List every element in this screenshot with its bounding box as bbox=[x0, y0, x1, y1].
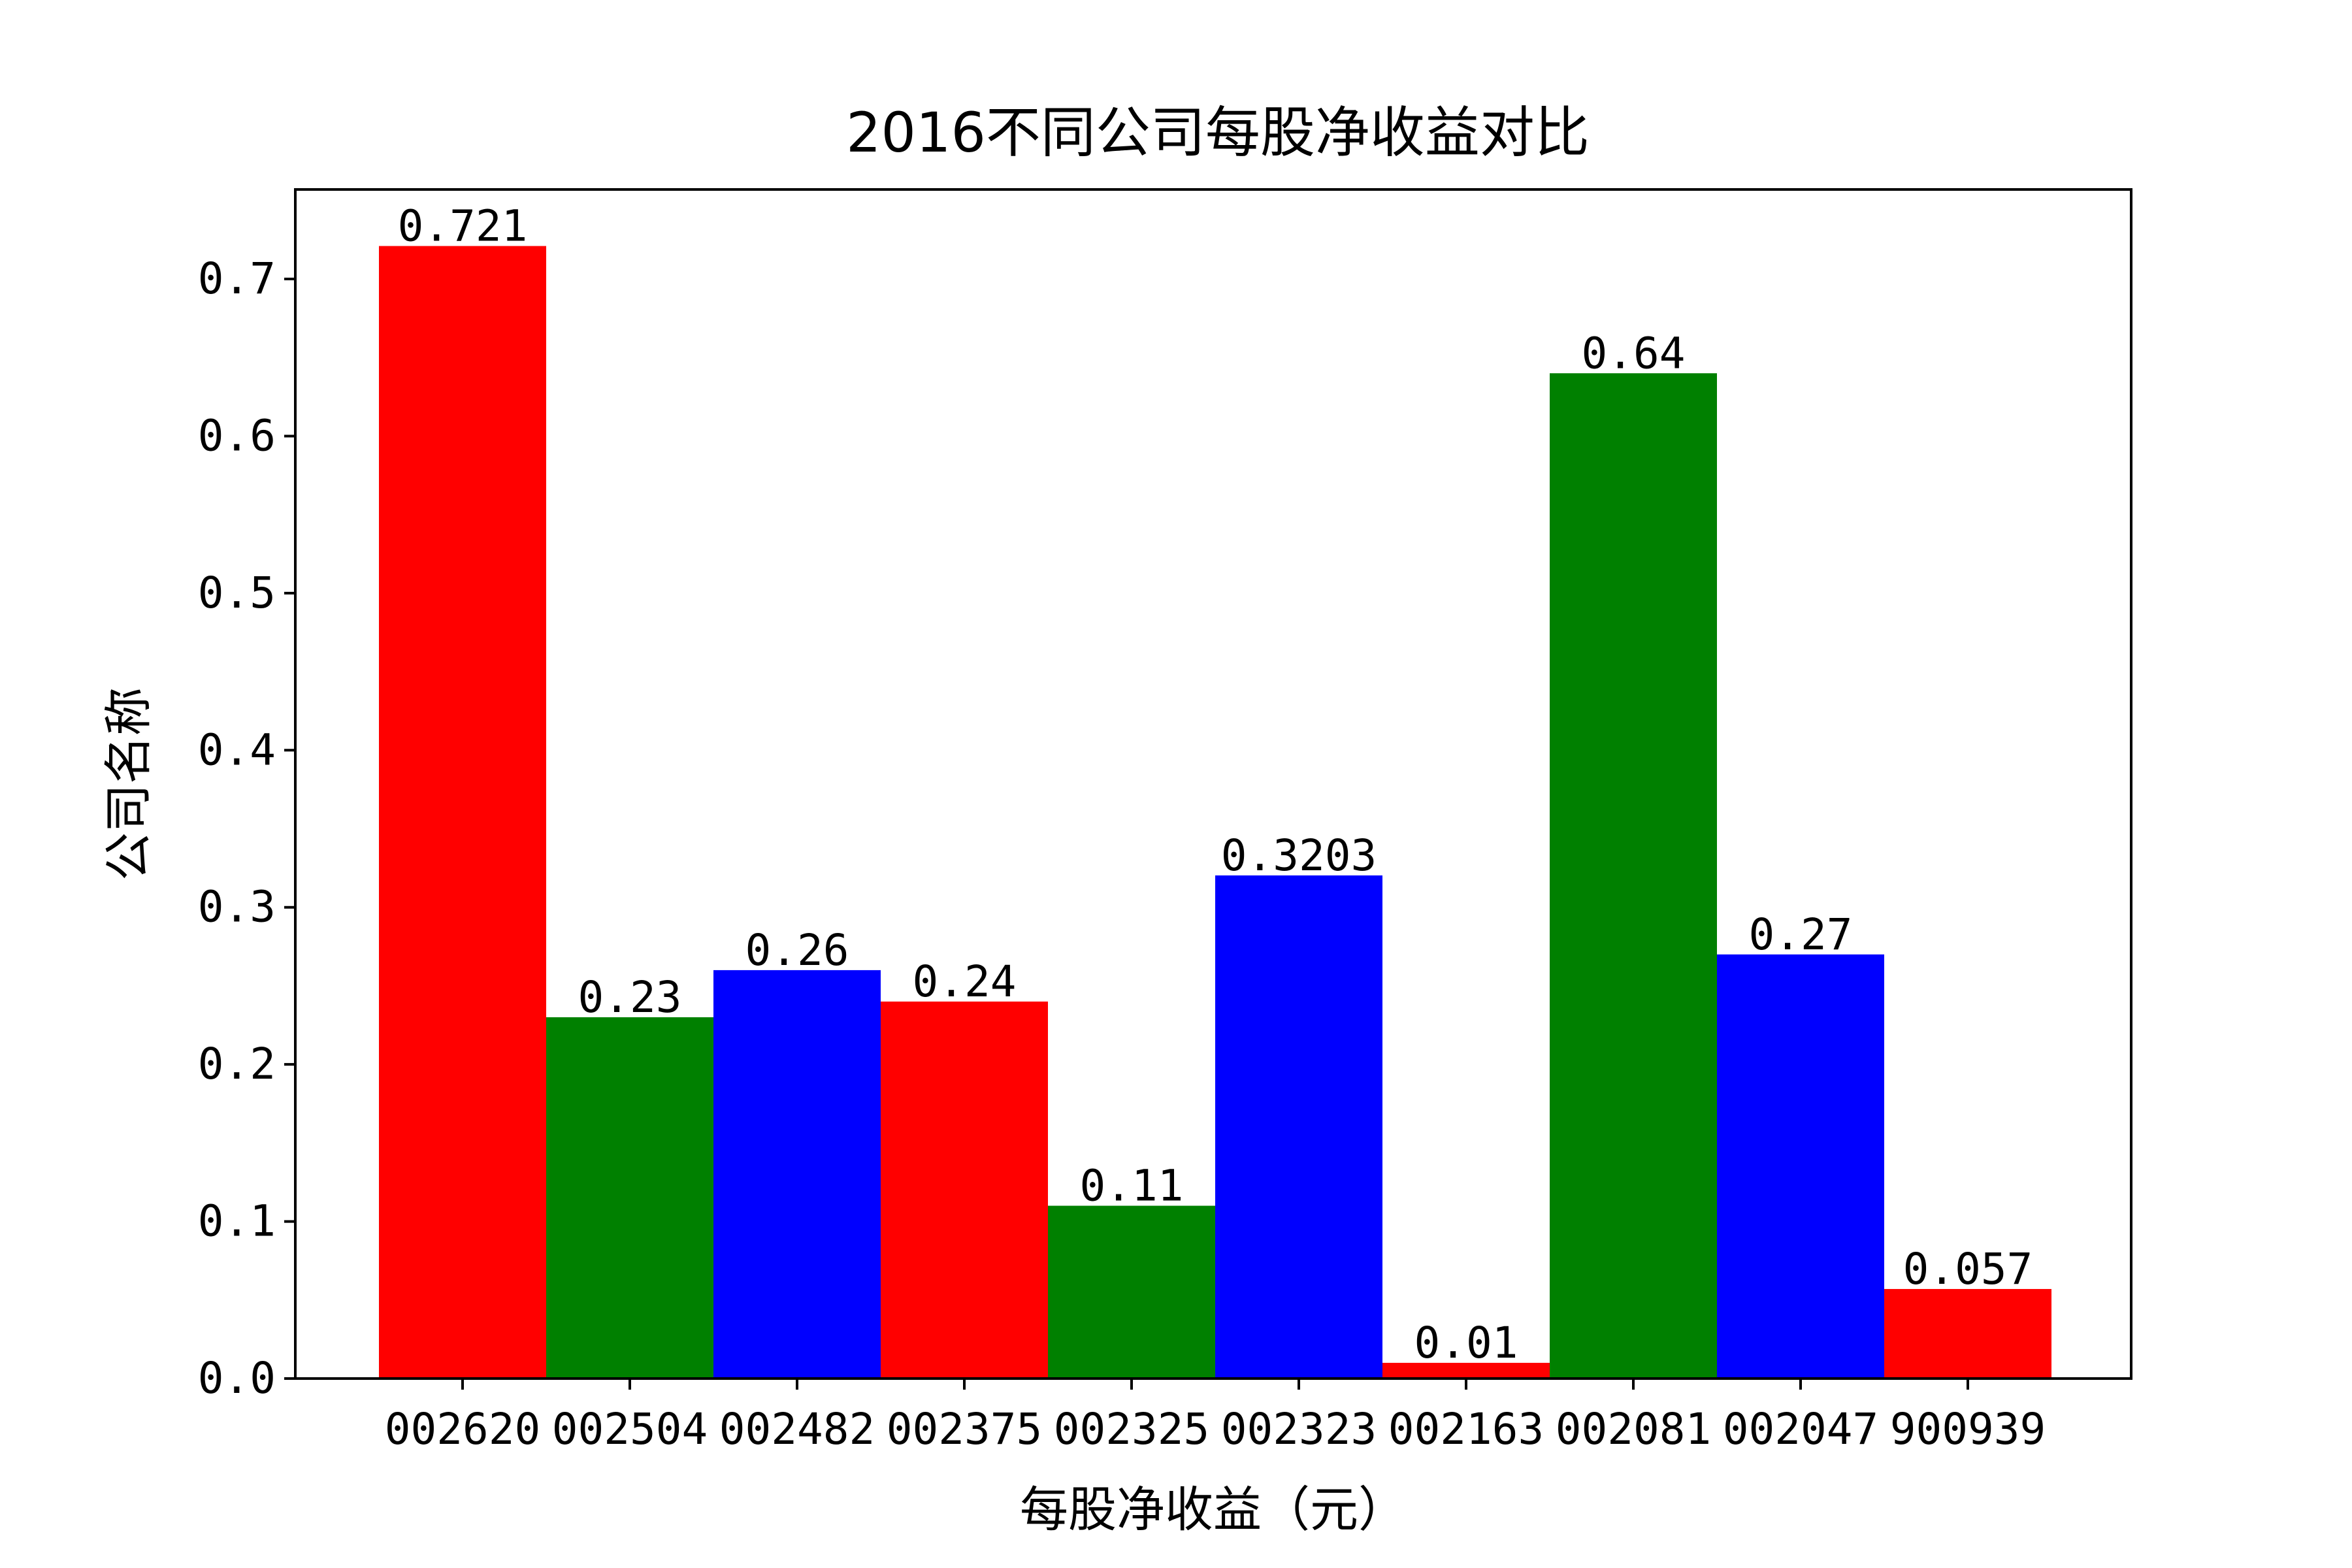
x-tick-label: 002081 bbox=[1556, 1404, 1711, 1454]
data-label-002375: 0.24 bbox=[913, 956, 1017, 1007]
bar-900939 bbox=[1884, 1288, 2051, 1379]
x-axis: 002620 002504 002482 002375 002325 002323 0021… bbox=[385, 1379, 2046, 1454]
y-tick-label: 0.1 bbox=[198, 1196, 276, 1247]
y-tick-label: 0.0 bbox=[198, 1353, 276, 1403]
bar-002081 bbox=[1550, 373, 1717, 1379]
x-tick-label: 002047 bbox=[1723, 1404, 1878, 1454]
data-label-002504: 0.23 bbox=[578, 972, 682, 1022]
y-tick-label: 0.7 bbox=[198, 253, 276, 304]
bar-002163 bbox=[1382, 1362, 1550, 1379]
bar-002047 bbox=[1717, 954, 1884, 1379]
data-label-002163: 0.01 bbox=[1414, 1318, 1518, 1368]
bar-002323 bbox=[1215, 875, 1382, 1379]
y-axis: 0.0 0.1 0.2 0.3 0.4 0.5 0.6 0.7 bbox=[198, 253, 295, 1403]
y-tick-label: 0.6 bbox=[198, 410, 276, 461]
plot-frame bbox=[294, 188, 2132, 1380]
y-tick-label: 0.4 bbox=[198, 725, 276, 775]
data-label-002323: 0.3203 bbox=[1221, 830, 1377, 881]
y-axis-title: 公司名称 bbox=[101, 687, 157, 881]
x-tick-label: 002482 bbox=[719, 1404, 875, 1454]
bar-002375 bbox=[881, 1001, 1048, 1379]
x-tick-label: 002620 bbox=[385, 1404, 540, 1454]
y-tick-label: 0.5 bbox=[198, 568, 276, 618]
x-tick-label: 002325 bbox=[1054, 1404, 1209, 1454]
data-label-002620: 0.721 bbox=[398, 201, 528, 252]
x-tick-label: 002323 bbox=[1221, 1404, 1377, 1454]
x-tick-label: 900939 bbox=[1890, 1404, 2046, 1454]
x-tick-label: 002163 bbox=[1388, 1404, 1544, 1454]
bar-002482 bbox=[713, 970, 881, 1379]
bar-002504 bbox=[546, 1017, 713, 1379]
bar-002325 bbox=[1048, 1205, 1215, 1379]
data-labels-group: 0.721 0.23 0.26 0.24 0.11 0.3203 0.01 0.64 0.27 0… bbox=[398, 201, 2033, 1368]
data-label-002325: 0.11 bbox=[1080, 1161, 1184, 1211]
data-label-900939: 0.057 bbox=[1903, 1244, 2033, 1294]
x-tick-label: 002504 bbox=[552, 1404, 708, 1454]
data-label-002047: 0.27 bbox=[1749, 909, 1853, 960]
data-label-002482: 0.26 bbox=[745, 925, 849, 975]
x-axis-title: 每股净收益（元） bbox=[1020, 1482, 1407, 1538]
chart-title: 2016不同公司每股净收益对比 bbox=[846, 101, 1590, 165]
bars-group bbox=[379, 246, 2051, 1379]
data-label-002081: 0.64 bbox=[1582, 328, 1686, 378]
y-tick-label: 0.2 bbox=[198, 1039, 276, 1089]
y-tick-label: 0.3 bbox=[198, 882, 276, 932]
bar-002620 bbox=[379, 246, 546, 1379]
x-tick-label: 002375 bbox=[887, 1404, 1042, 1454]
